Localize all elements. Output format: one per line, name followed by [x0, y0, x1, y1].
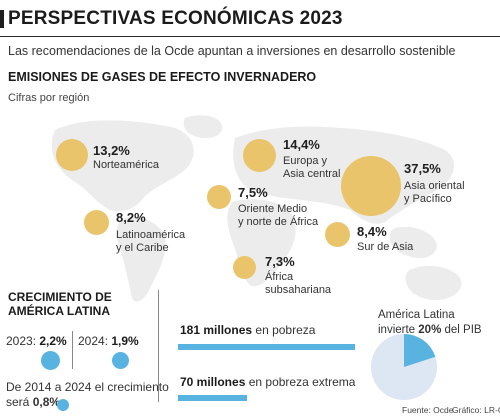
- footer-source: Fuente: Ocde: [402, 405, 454, 415]
- bubble-norteamerica: [56, 139, 88, 171]
- value-africa-subsahariana: 7,3%: [265, 254, 295, 269]
- bubble-asia-oriental-pacifico: [341, 156, 401, 216]
- bubble-europa-asia-central: [243, 139, 276, 172]
- value-europa-asia-central: 14,4%: [283, 137, 320, 152]
- investment-pie: [371, 334, 437, 400]
- bubble-sur-de-asia: [325, 222, 350, 247]
- growth-2024: 2024: 1,9%: [78, 334, 139, 348]
- label-norteamerica: Norteamérica: [93, 159, 160, 171]
- map-southeast-asia: [389, 226, 437, 259]
- bubble-africa-subsahariana: [233, 256, 256, 279]
- section-divider: [158, 290, 159, 402]
- bubble-latinoamerica: [84, 210, 109, 235]
- label-latinoamerica: Latinoamérica y el Caribe: [116, 229, 186, 254]
- footer-credit: Gráfico: LR-GR: [452, 405, 500, 415]
- page-title: PERSPECTIVAS ECONÓMICAS 2023: [8, 8, 343, 29]
- growth-note: De 2014 a 2024 el crecimiento será 0,8%: [6, 380, 169, 409]
- investment-text: América Latina invierte 20% del PIB: [378, 309, 482, 336]
- value-sur-de-asia: 8,4%: [357, 224, 387, 239]
- emissions-heading: EMISIONES DE GASES DE EFECTO INVERNADERO: [8, 70, 317, 84]
- pie-slice-investment: [404, 334, 436, 367]
- value-norteamerica: 13,2%: [93, 143, 130, 158]
- map-north-america: [51, 120, 194, 212]
- label-sur-de-asia: Sur de Asia: [357, 241, 414, 253]
- value-asia-oriental-pacifico: 37,5%: [404, 161, 441, 176]
- poverty-row-2: 70 millones en pobreza extrema: [180, 375, 356, 389]
- growth-2024-dot: [112, 352, 129, 369]
- growth-divider: [72, 331, 73, 369]
- label-oriente-medio: Oriente Medio y norte de África: [238, 203, 319, 228]
- label-asia-oriental-pacifico: Asia oriental y Pacífico: [404, 180, 465, 205]
- value-oriente-medio: 7,5%: [238, 185, 268, 200]
- title-accent-bar: [0, 10, 4, 28]
- poverty-row-1: 181 millones en pobreza: [180, 323, 316, 337]
- label-africa-subsahariana: África subsahariana: [265, 271, 332, 296]
- title-divider: [0, 36, 500, 37]
- value-latinoamerica: 8,2%: [116, 210, 146, 225]
- growth-title: CRECIMIENTO DE AMÉRICA LATINA: [8, 290, 112, 318]
- map-south-america: [116, 216, 166, 302]
- growth-note-dot: [57, 399, 69, 411]
- poverty-bar-2: [178, 395, 247, 401]
- growth-2023: 2023: 2,2%: [6, 334, 67, 348]
- emissions-subheading: Cifras por región: [8, 92, 90, 104]
- page-subtitle: Las recomendaciones de la Ocde apuntan a…: [8, 44, 456, 58]
- bubble-oriente-medio: [207, 185, 231, 209]
- poverty-bar-1: [178, 344, 355, 350]
- growth-2023-dot: [41, 351, 60, 370]
- map-australia: [405, 265, 462, 300]
- label-europa-asia-central: Europa y Asia central: [283, 155, 341, 180]
- map-greenland: [183, 115, 223, 139]
